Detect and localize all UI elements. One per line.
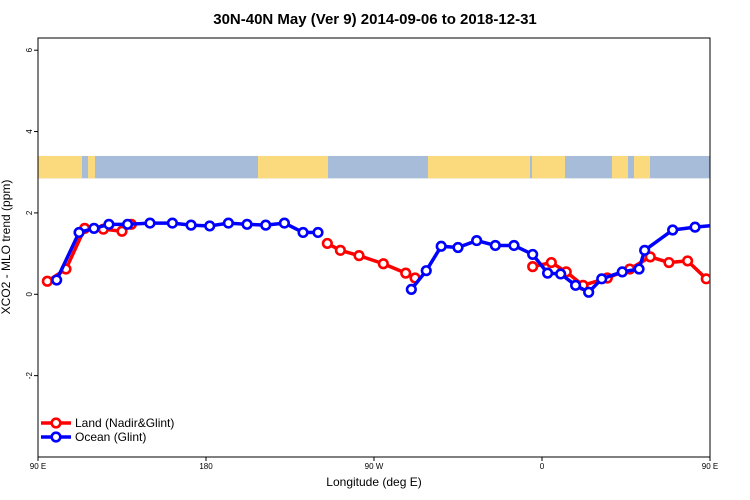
- y-axis: -2 0 2 4 6: [25, 47, 38, 379]
- data-point: [121, 218, 134, 230]
- x-tick-label: 180: [199, 462, 213, 471]
- data-point: [166, 217, 178, 229]
- plot-frame: [37, 37, 711, 458]
- y-tick-label: 0: [25, 292, 34, 297]
- x-tick-label: 90 W: [365, 462, 384, 471]
- data-point: [639, 244, 651, 256]
- data-point: [527, 261, 539, 273]
- data-point: [51, 274, 63, 286]
- data-point: [739, 265, 748, 274]
- x-axis-label: Longitude (deg E): [326, 475, 421, 489]
- data-point: [545, 256, 557, 269]
- data-point: [260, 219, 272, 231]
- data-point: [278, 217, 291, 229]
- data-point: [569, 279, 582, 291]
- data-point: [185, 219, 197, 231]
- map-ocean: [38, 155, 710, 179]
- data-point: [222, 217, 234, 229]
- map-land-mass: [258, 155, 328, 179]
- data-point: [489, 239, 501, 252]
- legend-marker: [50, 431, 62, 443]
- data-point: [88, 222, 100, 234]
- series-segment: [643, 228, 674, 252]
- series-segment: [55, 231, 81, 281]
- data-point: [204, 220, 216, 232]
- data-point: [452, 241, 464, 254]
- data-point: [103, 218, 115, 230]
- data-point: [721, 277, 730, 286]
- y-tick-label: 6: [25, 47, 34, 52]
- data-point: [312, 226, 324, 239]
- data-point: [353, 250, 365, 262]
- data-point: [681, 255, 694, 267]
- legend-label: Ocean (Glint): [75, 430, 146, 444]
- data-point: [663, 256, 675, 269]
- data-point: [633, 263, 645, 275]
- map-land-mass: [428, 155, 530, 179]
- legend: Land (Nadir&Glint)Ocean (Glint): [41, 416, 174, 444]
- legend-label: Land (Nadir&Glint): [75, 416, 174, 430]
- data-point: [527, 248, 539, 261]
- data-point: [471, 234, 483, 247]
- data-point: [144, 217, 156, 229]
- chart-title: 30N-40N May (Ver 9) 2014-09-06 to 2018-1…: [213, 11, 537, 28]
- data-point: [700, 273, 710, 285]
- data-point: [667, 224, 679, 236]
- series-segment: [744, 228, 750, 269]
- data-point: [616, 266, 628, 278]
- series-segment: [725, 223, 744, 224]
- data-point: [420, 265, 432, 277]
- data-point: [435, 240, 447, 252]
- data-point: [400, 267, 412, 279]
- data-point: [739, 219, 748, 228]
- x-tick-label: 90 E: [30, 462, 46, 471]
- map-land-mass: [612, 155, 628, 179]
- map-land-mass: [532, 155, 565, 179]
- y-axis-label: XCO2 - MLO trend (ppm): [0, 180, 13, 315]
- data-point: [583, 286, 595, 298]
- world-map-band: [38, 155, 710, 179]
- legend-marker: [50, 417, 62, 429]
- data-point: [555, 268, 567, 280]
- x-tick-label: 90 E: [702, 462, 718, 471]
- data-point: [321, 237, 333, 250]
- data-point: [41, 275, 53, 287]
- data-point: [405, 283, 417, 296]
- data-point: [377, 258, 389, 270]
- data-point: [297, 226, 309, 239]
- data-point: [116, 225, 128, 237]
- data-point: [508, 239, 520, 252]
- data-point: [334, 244, 347, 256]
- series-ocean: [51, 217, 748, 298]
- series-segment: [725, 269, 744, 281]
- map-land-mass: [634, 155, 650, 179]
- x-tick-label: 0: [540, 462, 545, 471]
- y-tick-label: -2: [25, 372, 34, 380]
- x-axis: 90 E 180 90 W 0 90 E: [30, 457, 718, 471]
- data-point: [73, 226, 85, 239]
- y-tick-label: 4: [25, 129, 34, 134]
- map-land-mass: [38, 155, 82, 179]
- y-tick-label: 2: [25, 210, 34, 215]
- data-point: [596, 273, 608, 285]
- data-point: [241, 218, 253, 230]
- data-point: [689, 221, 701, 233]
- data-point: [721, 220, 730, 229]
- data-point: [541, 267, 554, 279]
- series-layer: [41, 217, 750, 298]
- map-land-mass: [88, 155, 95, 179]
